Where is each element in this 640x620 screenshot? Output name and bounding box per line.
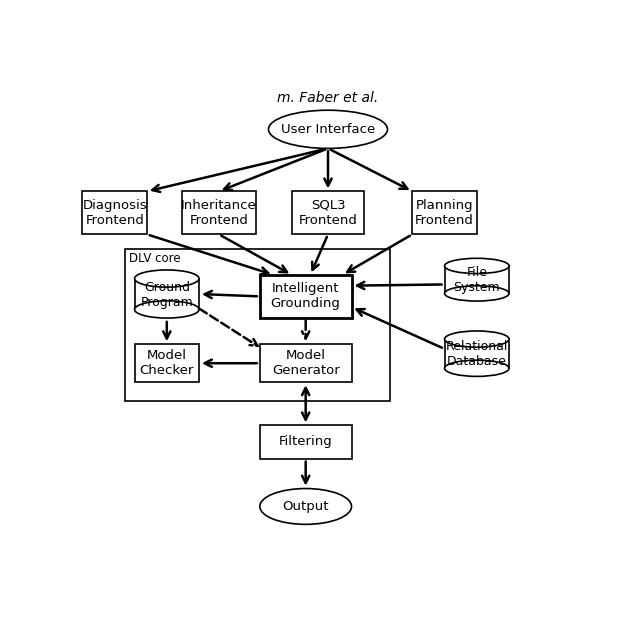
Text: Ground
Program: Ground Program [140, 281, 193, 309]
Ellipse shape [445, 259, 509, 273]
Bar [125, 249, 390, 401]
Ellipse shape [445, 360, 509, 376]
Text: Filtering: Filtering [279, 435, 333, 448]
Bar [182, 192, 256, 234]
Ellipse shape [260, 489, 351, 525]
Text: Inheritance
Frontend: Inheritance Frontend [181, 199, 257, 227]
Ellipse shape [269, 110, 388, 148]
Bar [134, 344, 199, 383]
Text: Model
Generator: Model Generator [272, 349, 340, 377]
Text: DLV core: DLV core [129, 252, 180, 265]
Bar [445, 339, 509, 368]
Text: Planning
Frontend: Planning Frontend [415, 199, 474, 227]
Text: Output: Output [282, 500, 329, 513]
Bar [83, 192, 147, 234]
Text: Diagnosis
Frontend: Diagnosis Frontend [83, 199, 147, 227]
Ellipse shape [445, 331, 509, 347]
Bar [445, 266, 509, 293]
Text: Intelligent
Grounding: Intelligent Grounding [271, 282, 340, 311]
Ellipse shape [134, 301, 199, 318]
Text: Model
Checker: Model Checker [140, 349, 194, 377]
Ellipse shape [445, 286, 509, 301]
Text: File
System: File System [454, 267, 500, 294]
Text: User Interface: User Interface [281, 123, 375, 136]
Bar [260, 344, 351, 383]
Bar [134, 278, 199, 309]
Bar [260, 425, 351, 459]
Bar [260, 275, 351, 318]
Bar [412, 192, 477, 234]
Bar [292, 192, 364, 234]
Ellipse shape [134, 270, 199, 287]
Text: m. Faber et al.: m. Faber et al. [277, 91, 379, 105]
Text: Relational
Database: Relational Database [445, 340, 508, 368]
Text: SQL3
Frontend: SQL3 Frontend [299, 199, 357, 227]
